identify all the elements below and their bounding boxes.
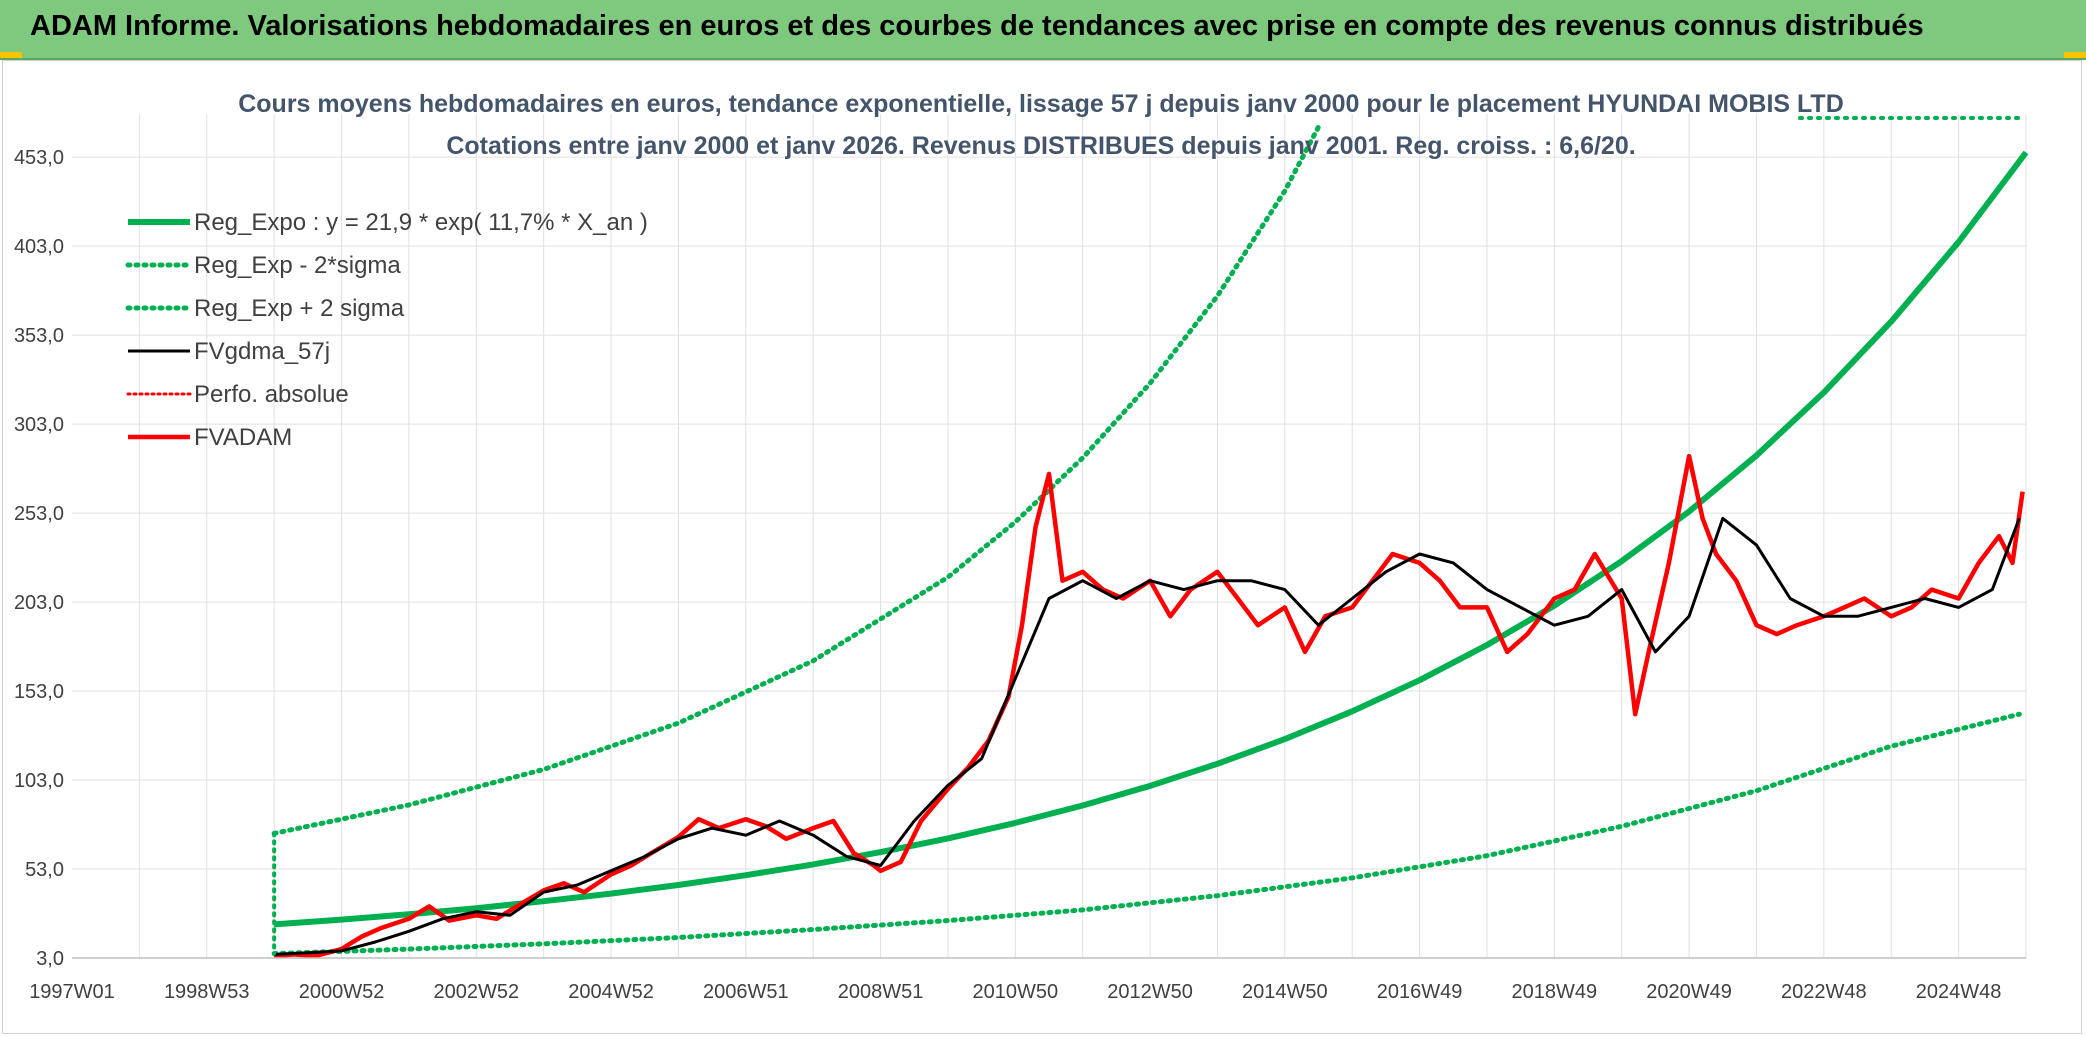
x-tick-label: 2024W48 (1916, 981, 2002, 1003)
corner-mark-right (2064, 52, 2086, 58)
series-line-reg-expo-y-21-9-exp-11-7-x-an (273, 150, 2029, 928)
legend-label-reg-expo-y-21-9-exp-11-7-x-an: Reg_Expo : y = 21,9 * exp( 11,7% * X_an … (194, 209, 648, 236)
legend: Reg_Expo : y = 21,9 * exp( 11,7% * X_an … (125, 209, 648, 451)
x-tick-label: 2012W50 (1107, 981, 1193, 1003)
chart-subtitle: Cotations entre janv 2000 et janv 2026. … (446, 132, 1635, 160)
x-tick-label: 1997W01 (29, 981, 115, 1003)
x-tick-label: 2002W52 (433, 981, 519, 1003)
x-tick-label: 2014W50 (1242, 981, 1328, 1003)
legend-label-fvgdma-57j: FVgdma_57j (194, 338, 330, 365)
chart-frame (2, 60, 2082, 1034)
chart-title: Cours moyens hebdomadaires en euros, ten… (238, 90, 1844, 118)
legend-label-reg-exp-2-sigma: Reg_Exp + 2 sigma (194, 295, 405, 322)
y-tick-label: 103,0 (14, 770, 64, 792)
y-tick-label: 153,0 (14, 681, 64, 703)
banner-title: ADAM Informe. Valorisations hebdomadaire… (30, 10, 1924, 42)
series-line-fvgdma-57j (274, 516, 2021, 956)
series-line-fvadam (273, 453, 2025, 959)
y-tick-label: 53,0 (25, 859, 64, 881)
x-tick-label: 1998W53 (164, 981, 250, 1003)
y-tick-label: 453,0 (14, 147, 64, 169)
corner-mark-left (0, 52, 22, 58)
y-tick-label: 203,0 (14, 592, 64, 614)
y-tick-label: 353,0 (14, 325, 64, 347)
grid (72, 114, 2027, 959)
title-banner: ADAM Informe. Valorisations hebdomadaire… (0, 0, 2086, 60)
y-tick-label: 303,0 (14, 414, 64, 436)
series-line-reg-exp-2-sigma (271, 711, 2022, 957)
x-tick-label: 2022W48 (1781, 981, 1867, 1003)
series-layer (271, 116, 2029, 959)
x-tick-label: 2020W49 (1646, 981, 1732, 1003)
series-line-reg-exp-2-sigma (271, 124, 1321, 836)
x-tick-label: 2006W51 (703, 981, 789, 1003)
y-tick-label: 403,0 (14, 236, 64, 258)
x-tick-label: 2018W49 (1512, 981, 1598, 1003)
legend-label-reg-exp-2-sigma: Reg_Exp - 2*sigma (194, 252, 401, 279)
legend-label-fvadam: FVADAM (194, 424, 292, 451)
y-tick-label: 253,0 (14, 503, 64, 525)
x-tick-label: 2008W51 (838, 981, 924, 1003)
x-tick-label: 2016W49 (1377, 981, 1463, 1003)
legend-label-perfo-absolue: Perfo. absolue (194, 381, 349, 408)
x-tick-label: 2004W52 (568, 981, 654, 1003)
y-tick-label: 3,0 (36, 948, 64, 970)
x-tick-label: 2010W50 (972, 981, 1058, 1003)
x-tick-label: 2000W52 (299, 981, 385, 1003)
axes: 3,0 53,0 103,0 153,0 203,0 253,0 303,0 353,0 403… (14, 147, 2026, 1003)
